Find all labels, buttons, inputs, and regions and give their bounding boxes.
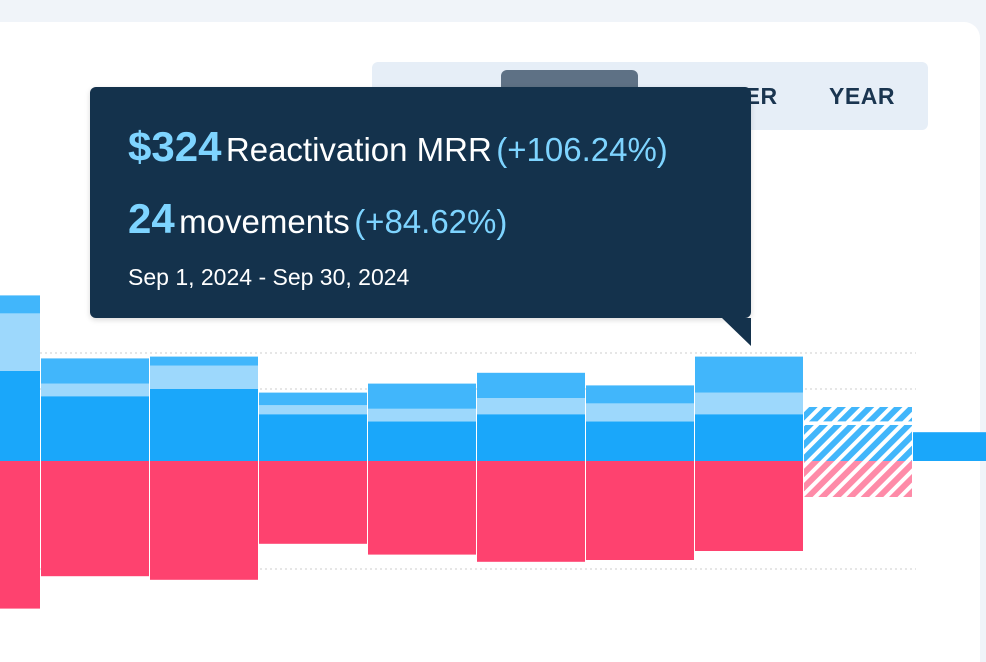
tooltip-date-range: Sep 1, 2024 - Sep 30, 2024 — [128, 264, 410, 290]
bar-reactivation-9[interactable] — [804, 421, 912, 425]
bar-churn-9[interactable] — [804, 461, 912, 497]
bar-group-7[interactable] — [586, 385, 694, 560]
bar-new-7[interactable] — [586, 421, 694, 461]
bar-reactivation-7[interactable] — [586, 403, 694, 422]
bar-reactivation-5[interactable] — [368, 408, 476, 422]
bar-group-5[interactable] — [368, 383, 476, 555]
bar-churn-1[interactable] — [0, 461, 40, 609]
bar-new-3[interactable] — [150, 389, 258, 461]
bar-churn-4[interactable] — [259, 461, 367, 544]
bar-new-2[interactable] — [41, 396, 149, 461]
bar-group-8[interactable] — [695, 356, 803, 551]
bar-new-6[interactable] — [477, 414, 585, 461]
bar-group-3[interactable] — [150, 356, 258, 580]
tooltip-mrr-line: $324 Reactivation MRR (+106.24%) — [128, 123, 668, 171]
bar-expansion-3[interactable] — [150, 356, 258, 366]
bar-new-8[interactable] — [695, 414, 803, 461]
bar-new-9[interactable] — [804, 425, 912, 461]
tooltip-movements-change: (+84.62%) — [354, 203, 508, 240]
bar-reactivation-3[interactable] — [150, 365, 258, 389]
tooltip-movements-label: movements — [179, 203, 350, 240]
bar-group-10[interactable] — [913, 432, 986, 461]
bar-churn-8[interactable] — [695, 461, 803, 551]
tooltip-metric-change: (+106.24%) — [496, 131, 668, 168]
mrr-movements-chart — [0, 295, 986, 609]
bar-expansion-5[interactable] — [368, 383, 476, 409]
bar-churn-5[interactable] — [368, 461, 476, 555]
bar-group-2[interactable] — [41, 358, 149, 577]
bar-churn-2[interactable] — [41, 461, 149, 577]
bar-reactivation-2[interactable] — [41, 383, 149, 397]
tooltip-movements-count: 24 — [128, 195, 175, 242]
bar-new-1[interactable] — [0, 371, 40, 461]
bar-expansion-8[interactable] — [695, 356, 803, 393]
bar-new-4[interactable] — [259, 414, 367, 461]
bar-churn-7[interactable] — [586, 461, 694, 560]
bar-group-6[interactable] — [477, 372, 585, 562]
bar-expansion-2[interactable] — [41, 358, 149, 384]
bar-new-10[interactable] — [913, 432, 986, 461]
period-year-button[interactable]: YEAR — [829, 83, 895, 109]
bar-churn-3[interactable] — [150, 461, 258, 580]
bar-expansion-4[interactable] — [259, 392, 367, 406]
tooltip-movements-line: 24 movements (+84.62%) — [128, 195, 507, 243]
tooltip-metric: Reactivation MRR — [225, 131, 492, 168]
bar-expansion-6[interactable] — [477, 372, 585, 398]
bar-group-1[interactable] — [0, 295, 40, 609]
bar-reactivation-6[interactable] — [477, 398, 585, 415]
bar-new-5[interactable] — [368, 421, 476, 461]
bar-churn-6[interactable] — [477, 461, 585, 562]
bar-expansion-1[interactable] — [0, 295, 40, 314]
bar-reactivation-1[interactable] — [0, 313, 40, 371]
bar-reactivation-8[interactable] — [695, 392, 803, 415]
bar-group-9[interactable] — [804, 407, 912, 497]
tooltip-amount: $324 — [128, 123, 222, 170]
bar-reactivation-4[interactable] — [259, 405, 367, 415]
chart-tooltip: $324 Reactivation MRR (+106.24%) 24 move… — [90, 87, 751, 346]
bar-expansion-7[interactable] — [586, 385, 694, 404]
bar-group-4[interactable] — [259, 392, 367, 544]
bar-expansion-9[interactable] — [804, 407, 912, 422]
